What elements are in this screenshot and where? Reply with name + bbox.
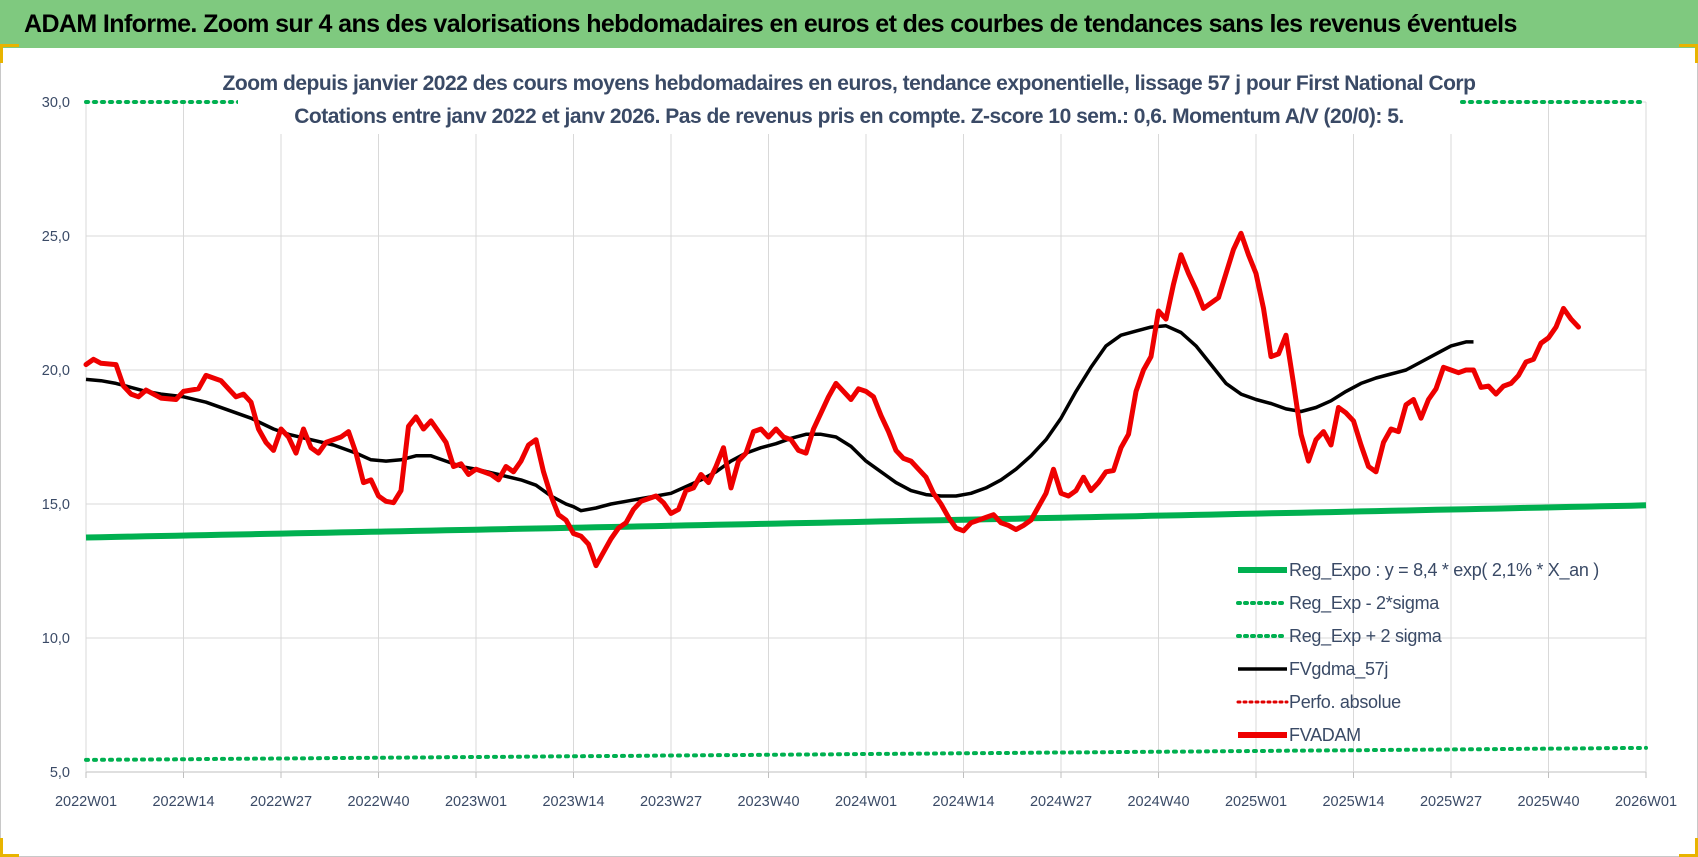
- y-tick-label: 30,0: [42, 95, 70, 111]
- chart-grid: [85, 101, 1647, 778]
- y-tick-label: 10,0: [42, 631, 70, 647]
- y-tick-label: 15,0: [42, 497, 70, 513]
- y-tick-label: 25,0: [42, 229, 70, 245]
- legend-entry: Reg_Expo : y = 8,4 * exp( 2,1% * X_an ): [1289, 560, 1599, 581]
- y-tick-label: 5,0: [50, 765, 70, 781]
- x-tick-label: 2023W40: [737, 794, 799, 810]
- x-tick-label: 2024W40: [1127, 794, 1189, 810]
- x-tick-label: 2022W01: [55, 794, 117, 810]
- legend-entry: Reg_Exp + 2 sigma: [1289, 626, 1443, 647]
- series-reg-expo: [85, 502, 1647, 541]
- chart-legend: Reg_Expo : y = 8,4 * exp( 2,1% * X_an ) R…: [1236, 560, 1599, 745]
- x-tick-label: 2023W01: [445, 794, 507, 810]
- x-tick-label: 2022W14: [152, 794, 214, 810]
- series-fvgdma-57j: [85, 324, 1474, 513]
- x-axis-ticks: 2022W01 2022W14 2022W27 2022W40 2023W01 2023W…: [55, 794, 1677, 810]
- x-tick-label: 2025W27: [1420, 794, 1482, 810]
- legend-entry: FVgdma_57j: [1289, 659, 1388, 680]
- chart-subtitle: Cotations entre janv 2022 et janv 2026. …: [294, 105, 1404, 128]
- chart-title: Zoom depuis janvier 2022 des cours moyen…: [223, 72, 1476, 95]
- x-tick-label: 2022W40: [347, 794, 409, 810]
- x-tick-label: 2025W14: [1322, 794, 1384, 810]
- y-tick-label: 20,0: [42, 363, 70, 379]
- corner-marker-bottom-left: [0, 838, 19, 857]
- x-tick-label: 2025W40: [1517, 794, 1579, 810]
- corner-marker-top-right: [1679, 44, 1698, 63]
- x-tick-label: 2024W27: [1030, 794, 1092, 810]
- x-tick-label: 2024W14: [932, 794, 994, 810]
- x-tick-label: 2024W01: [835, 794, 897, 810]
- legend-entry: Perfo. absolue: [1289, 692, 1401, 712]
- x-tick-label: 2026W01: [1615, 794, 1677, 810]
- series-fvadam: [83, 230, 1581, 569]
- title-backdrop: [238, 64, 1460, 134]
- legend-entry: FVADAM: [1289, 725, 1361, 745]
- report-title: ADAM Informe. Zoom sur 4 ans des valoris…: [24, 10, 1517, 38]
- corner-marker-top-left: [0, 44, 19, 63]
- corner-marker-bottom-right: [1679, 838, 1698, 857]
- report-banner: ADAM Informe. Zoom sur 4 ans des valoris…: [0, 0, 1698, 48]
- x-tick-label: 2025W01: [1225, 794, 1287, 810]
- x-tick-label: 2022W27: [250, 794, 312, 810]
- x-tick-label: 2023W14: [542, 794, 604, 810]
- y-axis-ticks: 5,0 10,0 15,0 20,0 25,0 30,0: [42, 95, 70, 781]
- x-tick-label: 2023W27: [640, 794, 702, 810]
- legend-entry: Reg_Exp - 2*sigma: [1289, 593, 1440, 614]
